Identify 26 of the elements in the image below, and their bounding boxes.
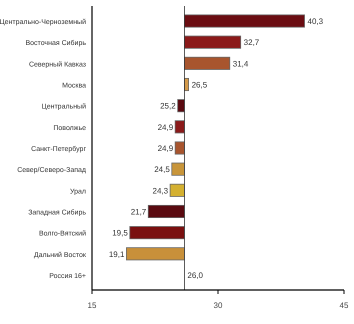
ref-line-label: 26,0 bbox=[187, 270, 204, 280]
data-label: 19,1 bbox=[108, 250, 125, 259]
bar bbox=[174, 120, 185, 134]
data-label: 40,3 bbox=[308, 17, 324, 26]
data-label: 24,9 bbox=[158, 122, 174, 132]
bar bbox=[126, 247, 185, 260]
bar bbox=[171, 162, 185, 176]
x-tick-label: 15 bbox=[88, 301, 97, 310]
bar bbox=[148, 204, 185, 218]
bar bbox=[170, 184, 185, 197]
data-label: 31,4 bbox=[232, 59, 249, 68]
data-label: 24,3 bbox=[152, 186, 169, 196]
x-tick-label: 30 bbox=[214, 301, 223, 310]
data-label: 19,5 bbox=[112, 228, 128, 238]
data-label: 25,2 bbox=[160, 102, 176, 111]
bar bbox=[184, 36, 242, 49]
x-tick-label: 45 bbox=[340, 301, 349, 310]
data-label: 24,9 bbox=[158, 144, 174, 153]
data-label: 26,5 bbox=[192, 80, 208, 90]
bar bbox=[129, 226, 185, 240]
bar bbox=[184, 56, 230, 70]
data-label: 21,7 bbox=[130, 207, 147, 216]
bar bbox=[174, 141, 185, 155]
bar bbox=[184, 14, 305, 28]
data-label: 24,5 bbox=[154, 165, 170, 174]
data-label: 32,7 bbox=[244, 38, 260, 48]
